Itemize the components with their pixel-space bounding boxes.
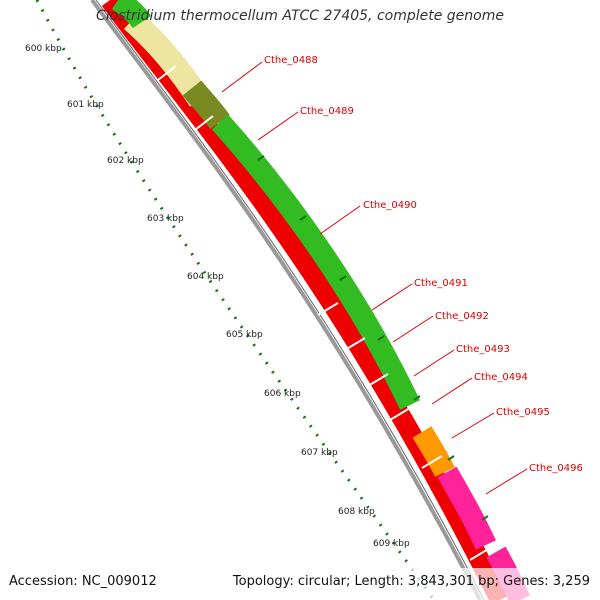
tick-label: 606 kbp [264, 389, 301, 399]
gene-label: Cthe_0489 [300, 106, 354, 117]
backbone-line [90, 0, 482, 600]
gene-label: Cthe_0491 [414, 278, 468, 289]
gene-green [211, 114, 420, 410]
gene-green-top [111, 0, 152, 29]
footer-backdrop [0, 568, 600, 600]
gene-label: Cthe_0495 [496, 407, 550, 418]
gene-olive [182, 80, 230, 130]
map-title: Clostridium thermocellum ATCC 27405, com… [96, 8, 504, 24]
tick-label: 600 kbp [25, 44, 62, 54]
gene-orange [412, 426, 455, 477]
gene-label: Cthe_0488 [264, 55, 318, 66]
gene-label: Cthe_0493 [456, 344, 510, 355]
tick-label: 607 kbp [301, 448, 338, 458]
backbone-line-inner [95, 0, 485, 600]
scale-track [35, 0, 436, 600]
tick-label: 604 kbp [187, 272, 224, 282]
tick-label: 603 kbp [147, 214, 184, 224]
tick-label: 609 kbp [373, 539, 410, 549]
tick-labels: 600 kbp 601 kbp 602 kbp 603 kbp 604 kbp … [25, 44, 410, 549]
gene-label: Cthe_0492 [435, 311, 489, 322]
genome-stats: Topology: circular; Length: 3,843,301 bp… [232, 574, 590, 589]
tick-label: 601 kbp [67, 100, 104, 110]
accession-label: Accession: NC_009012 [9, 574, 157, 589]
tick-label: 602 kbp [107, 156, 144, 166]
gene-label-group: Cthe_0488 Cthe_0489 Cthe_0490 Cthe_0491 … [264, 55, 583, 474]
gene-label: Cthe_0490 [363, 200, 417, 211]
gene-callouts [221, 61, 528, 495]
tick-label: 608 kbp [338, 507, 375, 517]
gene-label: Cthe_0496 [529, 463, 583, 474]
gene-pink [437, 466, 496, 550]
gene-separators [157, 65, 491, 561]
minor-ticks [257, 155, 489, 521]
gene-label: Cthe_0494 [474, 372, 528, 383]
tick-label: 605 kbp [226, 330, 263, 340]
